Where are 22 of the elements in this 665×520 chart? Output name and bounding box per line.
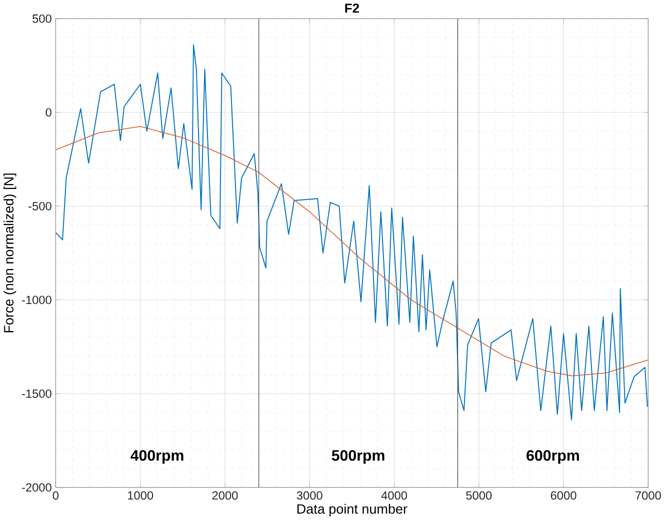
annotation: 400rpm (130, 450, 184, 464)
annotation: 600rpm (526, 450, 579, 464)
y-tick-label: 0 (46, 108, 52, 117)
chart-title: F2 (345, 4, 359, 13)
x-axis-title: Data point number (297, 504, 408, 516)
y-tick-label: -2000 (22, 483, 52, 492)
x-tick-label: 5000 (466, 491, 492, 500)
x-tick-label: 7000 (636, 491, 661, 500)
y-tick-label: -1500 (22, 389, 52, 398)
x-tick-label: 6000 (550, 491, 576, 500)
line-series (56, 126, 648, 376)
x-tick-label: 4000 (381, 491, 407, 500)
y-axis-title: Force (non normalized) [N] (4, 174, 16, 332)
y-tick-label: 500 (32, 14, 52, 23)
y-tick-label: -1000 (22, 296, 52, 304)
x-tick-label: 2000 (212, 491, 238, 500)
line-series (56, 44, 648, 420)
x-tick-label: 1000 (128, 491, 154, 500)
annotation: 500rpm (332, 450, 384, 464)
x-tick-label: 0 (52, 491, 59, 500)
x-tick-label: 3000 (296, 491, 322, 500)
y-tick-label: -500 (28, 202, 52, 210)
